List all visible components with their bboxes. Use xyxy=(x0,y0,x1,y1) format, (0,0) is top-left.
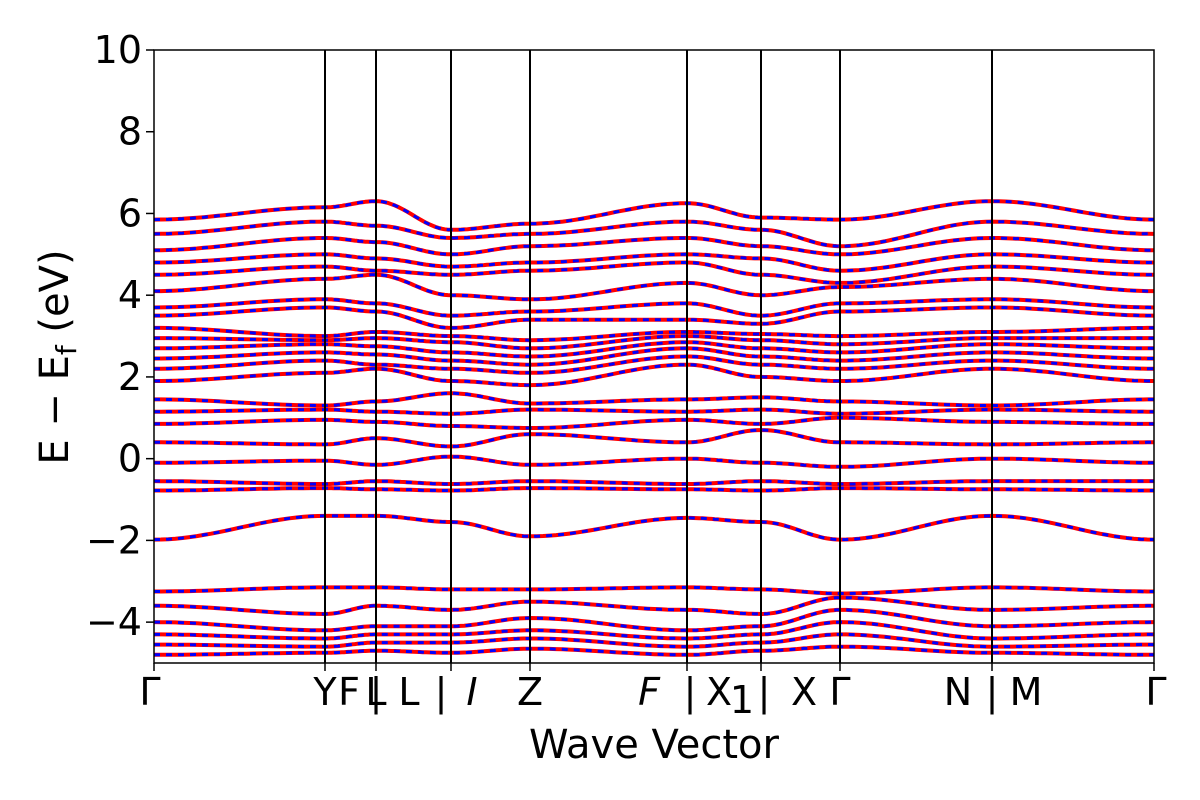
band-line-blue-20 xyxy=(154,220,1154,248)
band-line-blue-16 xyxy=(154,273,1154,301)
x-axis-label: Wave Vector xyxy=(529,722,780,768)
x-kpoint-label-15: Γ xyxy=(829,670,850,714)
x-kpoint-label-5: L xyxy=(398,670,419,714)
y-tick-label-2: 0 xyxy=(118,437,142,481)
x-kpoint-label-10: | xyxy=(684,670,697,715)
band-line-blue-14 xyxy=(154,306,1154,330)
band-line-blue-8 xyxy=(154,363,1154,387)
band-line-blue-5 xyxy=(154,416,1154,430)
band-line-blue-25 xyxy=(154,620,1154,640)
y-tick-label-5: 6 xyxy=(118,191,142,235)
band-line-blue-22 xyxy=(154,585,1154,595)
x-kpoint-label-14: X xyxy=(791,670,817,714)
kpoint-lines-layer xyxy=(324,50,993,663)
x-kpoint-label-16: N xyxy=(944,670,972,714)
band-line-blue-26 xyxy=(154,632,1154,649)
x-kpoint-label-2: F xyxy=(338,670,360,714)
band-line-blue-27 xyxy=(154,645,1154,657)
y-tick-label-7: 10 xyxy=(94,28,142,72)
y-axis-label: E − Ef (eV) xyxy=(32,249,83,464)
y-tick-label-3: 2 xyxy=(118,355,142,399)
x-kpoint-label-4: L xyxy=(365,670,386,714)
plot-frame xyxy=(153,49,1155,664)
band-line-blue-19 xyxy=(154,236,1154,256)
x-kpoint-label-17: | xyxy=(986,670,999,715)
y-axis-label-subscript: f xyxy=(50,344,83,355)
band-line-blue-12 xyxy=(154,334,1154,350)
band-line-blue-13 xyxy=(154,326,1154,342)
band-line-blue-10 xyxy=(154,346,1154,367)
band-line-blue-0 xyxy=(154,514,1154,542)
x-axis-kpoint-labels: Γ Y F |L L | I Z F | X1 | X Γ N | M Γ xyxy=(139,663,1167,722)
band-line-blue-18 xyxy=(154,252,1154,273)
x-kpoint-label-0: Γ xyxy=(139,670,160,714)
x-kpoint-label-18: M xyxy=(1010,670,1043,714)
band-line-blue-2 xyxy=(154,479,1154,486)
band-line-blue-6 xyxy=(154,408,1154,416)
x-kpoint-label-1: Y xyxy=(312,670,337,714)
x-kpoint-label-13: | xyxy=(758,670,771,715)
band-line-blue-23 xyxy=(154,596,1154,616)
y-tick-label-6: 8 xyxy=(118,110,142,154)
y-tick-label-4: 4 xyxy=(118,273,142,317)
bands-layer xyxy=(154,199,1154,657)
band-line-blue-1 xyxy=(154,486,1154,492)
band-line-blue-21 xyxy=(154,199,1154,232)
band-line-blue-15 xyxy=(154,297,1154,318)
band-line-blue-24 xyxy=(154,608,1154,632)
band-line-blue-9 xyxy=(154,355,1154,375)
y-axis-label-main: E − E xyxy=(32,355,78,465)
x-kpoint-label-6: | xyxy=(435,670,448,715)
x-kpoint-label-19: Γ xyxy=(1145,670,1166,714)
band-line-blue-3 xyxy=(154,455,1154,469)
band-line-blue-7 xyxy=(154,391,1154,407)
x-kpoint-label-7: I xyxy=(466,670,477,714)
band-line-blue-11 xyxy=(154,340,1154,358)
band-line-blue-4 xyxy=(154,428,1154,448)
x-kpoint-label-8: Z xyxy=(517,670,543,714)
y-tick-label-0: −4 xyxy=(86,600,142,644)
y-axis-label-unit: (eV) xyxy=(32,249,78,345)
y-tick-label-1: −2 xyxy=(86,518,142,562)
x-kpoint-label-12: 1 xyxy=(730,678,754,722)
band-line-red-1 xyxy=(154,486,1154,493)
x-kpoint-label-11: X xyxy=(706,670,732,714)
y-axis-ticks: −4 −2 0 2 4 6 8 10 xyxy=(86,28,154,644)
x-kpoint-label-3: | xyxy=(370,670,383,715)
band-line-blue-17 xyxy=(154,261,1154,285)
x-kpoint-label-9: F xyxy=(638,670,661,714)
